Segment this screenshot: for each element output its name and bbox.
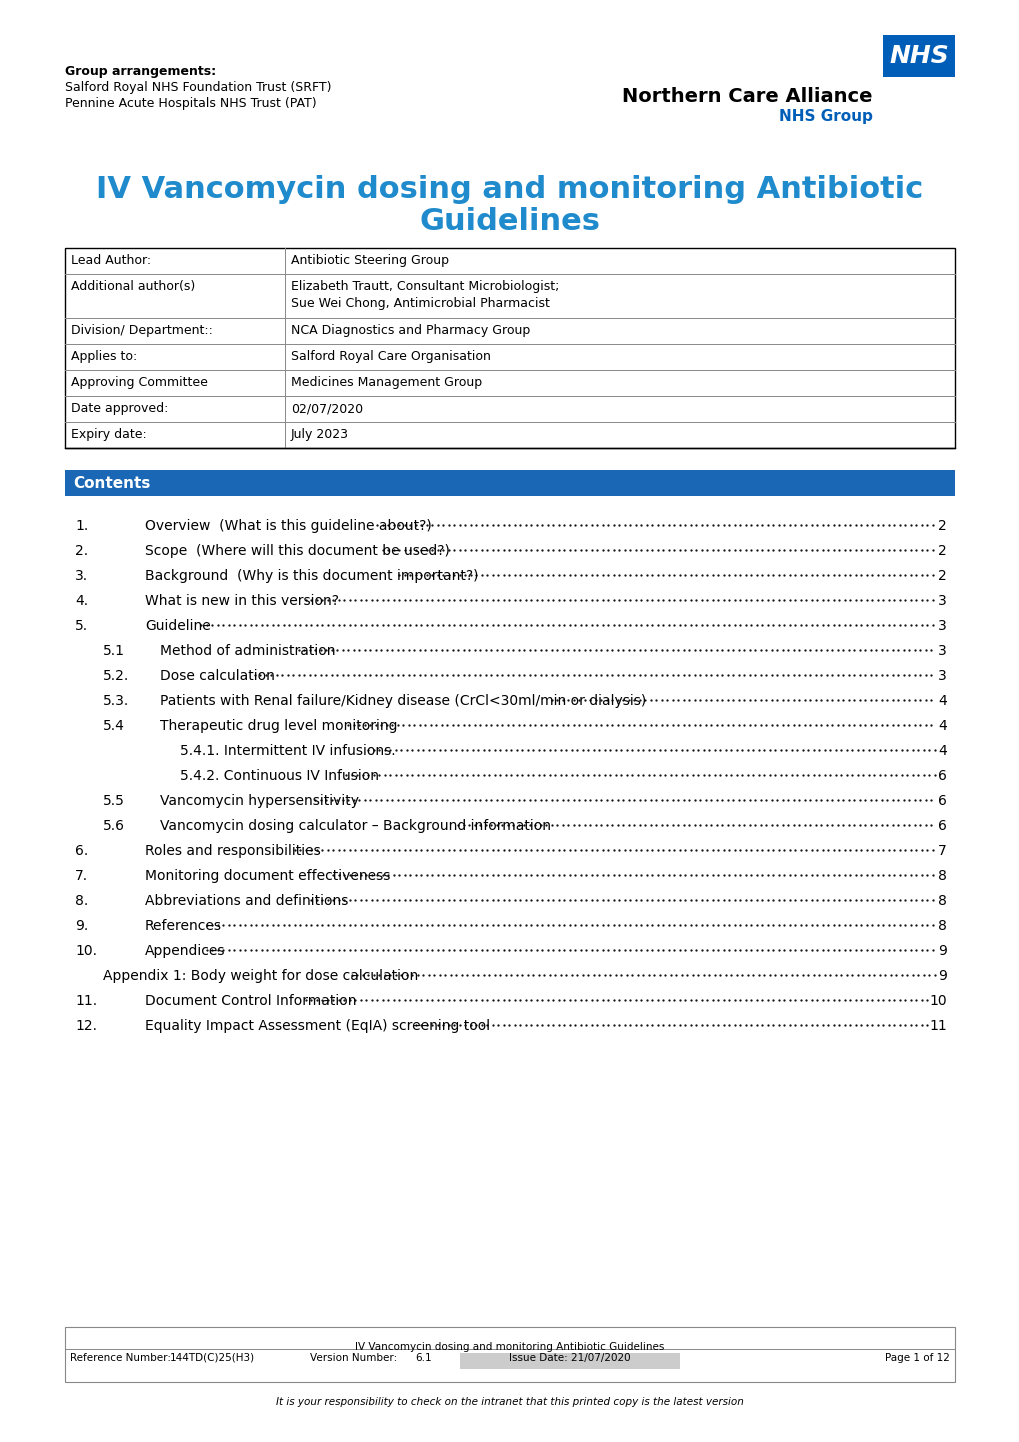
Text: Version Number:: Version Number: — [310, 1353, 396, 1363]
Text: IV Vancomycin dosing and monitoring Antibiotic Guidelines: IV Vancomycin dosing and monitoring Anti… — [355, 1343, 664, 1353]
Text: 8.: 8. — [75, 894, 89, 908]
Text: 10.: 10. — [75, 945, 97, 957]
Text: 3: 3 — [937, 619, 946, 633]
Text: Lead Author:: Lead Author: — [71, 254, 151, 267]
Text: Therapeutic drug level monitoring: Therapeutic drug level monitoring — [160, 720, 397, 733]
Text: IV Vancomycin dosing and monitoring Antibiotic: IV Vancomycin dosing and monitoring Anti… — [96, 174, 923, 203]
Text: 144TD(C)25(H3): 144TD(C)25(H3) — [170, 1353, 255, 1363]
Text: 6.1: 6.1 — [415, 1353, 431, 1363]
Text: 5.: 5. — [75, 619, 88, 633]
Text: 7: 7 — [937, 844, 946, 858]
Text: 11.: 11. — [75, 994, 97, 1008]
Text: 1.: 1. — [75, 519, 89, 534]
Text: 10: 10 — [928, 994, 946, 1008]
Text: Group arrangements:: Group arrangements: — [65, 65, 216, 78]
Text: 6.: 6. — [75, 844, 89, 858]
Text: 5.6: 5.6 — [103, 819, 125, 833]
Text: 4: 4 — [937, 744, 946, 758]
Text: Division/ Department::: Division/ Department:: — [71, 324, 213, 337]
Text: Page 1 of 12: Page 1 of 12 — [884, 1353, 949, 1363]
Text: 3: 3 — [937, 594, 946, 609]
Text: 6: 6 — [937, 795, 946, 808]
Text: Vancomycin dosing calculator – Background information: Vancomycin dosing calculator – Backgroun… — [160, 819, 550, 833]
Text: Sue Wei Chong, Antimicrobial Pharmacist: Sue Wei Chong, Antimicrobial Pharmacist — [290, 297, 549, 310]
Text: 2.: 2. — [75, 544, 88, 558]
Text: Appendices: Appendices — [145, 945, 225, 957]
Text: Guidelines: Guidelines — [419, 208, 600, 236]
Text: 6: 6 — [937, 819, 946, 833]
Text: Method of administration: Method of administration — [160, 645, 335, 658]
Text: 3: 3 — [937, 669, 946, 684]
Text: Contents: Contents — [73, 476, 150, 490]
Text: 02/07/2020: 02/07/2020 — [290, 402, 363, 415]
Text: Vancomycin hypersensitivity: Vancomycin hypersensitivity — [160, 795, 359, 808]
Text: Antibiotic Steering Group: Antibiotic Steering Group — [290, 254, 448, 267]
Text: Guideline: Guideline — [145, 619, 211, 633]
Text: 12.: 12. — [75, 1019, 97, 1032]
Text: 8: 8 — [937, 870, 946, 883]
Text: Background  (Why is this document important?): Background (Why is this document importa… — [145, 570, 478, 583]
Text: 2: 2 — [937, 519, 946, 534]
Text: 9: 9 — [937, 945, 946, 957]
Text: Abbreviations and definitions: Abbreviations and definitions — [145, 894, 348, 908]
Text: 5.3.: 5.3. — [103, 694, 129, 708]
Text: Patients with Renal failure/Kidney disease (CrCl<30ml/min or dialysis): Patients with Renal failure/Kidney disea… — [160, 694, 646, 708]
Text: Elizabeth Trautt, Consultant Microbiologist;: Elizabeth Trautt, Consultant Microbiolog… — [290, 280, 558, 293]
Text: Monitoring document effectiveness: Monitoring document effectiveness — [145, 870, 390, 883]
Text: 3.: 3. — [75, 570, 88, 583]
Text: Approving Committee: Approving Committee — [71, 376, 208, 389]
Text: What is new in this version?: What is new in this version? — [145, 594, 338, 609]
Text: 5.5: 5.5 — [103, 795, 124, 808]
Text: Dose calculation: Dose calculation — [160, 669, 274, 684]
Text: Overview  (What is this guideline about?): Overview (What is this guideline about?) — [145, 519, 431, 534]
Text: 9: 9 — [937, 969, 946, 983]
Text: Roles and responsibilities: Roles and responsibilities — [145, 844, 320, 858]
Text: Scope  (Where will this document be used?): Scope (Where will this document be used?… — [145, 544, 449, 558]
Text: 2: 2 — [937, 544, 946, 558]
Text: Additional author(s): Additional author(s) — [71, 280, 195, 293]
Text: Applies to:: Applies to: — [71, 350, 138, 363]
Text: NHS: NHS — [889, 45, 948, 68]
Text: Expiry date:: Expiry date: — [71, 428, 147, 441]
Text: Reference Number:: Reference Number: — [70, 1353, 171, 1363]
Bar — [460, 1353, 680, 1368]
Bar — [882, 35, 954, 76]
Text: 11: 11 — [928, 1019, 946, 1032]
Text: Appendix 1: Body weight for dose calculation: Appendix 1: Body weight for dose calcula… — [103, 969, 418, 983]
Text: 5.4: 5.4 — [103, 720, 124, 733]
Text: Northern Care Alliance: Northern Care Alliance — [622, 87, 872, 107]
Text: Salford Royal NHS Foundation Trust (SRFT): Salford Royal NHS Foundation Trust (SRFT… — [65, 81, 331, 94]
Bar — [65, 248, 954, 448]
Text: References: References — [145, 919, 222, 933]
Text: Medicines Management Group: Medicines Management Group — [290, 376, 482, 389]
Text: NHS Group: NHS Group — [779, 110, 872, 124]
Bar — [65, 1327, 954, 1381]
Text: Issue Date: 21/07/2020: Issue Date: 21/07/2020 — [508, 1353, 630, 1363]
Text: 7.: 7. — [75, 870, 88, 883]
Text: 5.4.2. Continuous IV Infusion: 5.4.2. Continuous IV Infusion — [179, 769, 379, 783]
Text: It is your responsibility to check on the intranet that this printed copy is the: It is your responsibility to check on th… — [276, 1397, 743, 1407]
Text: Salford Royal Care Organisation: Salford Royal Care Organisation — [290, 350, 490, 363]
Text: Date approved:: Date approved: — [71, 402, 168, 415]
Text: 3: 3 — [937, 645, 946, 658]
Text: 4: 4 — [937, 720, 946, 733]
Text: 6: 6 — [937, 769, 946, 783]
Text: 5.2.: 5.2. — [103, 669, 129, 684]
Text: NCA Diagnostics and Pharmacy Group: NCA Diagnostics and Pharmacy Group — [290, 324, 530, 337]
Text: 8: 8 — [937, 894, 946, 908]
Text: 9.: 9. — [75, 919, 89, 933]
Text: 2: 2 — [937, 570, 946, 583]
Text: 8: 8 — [937, 919, 946, 933]
Text: 4.: 4. — [75, 594, 88, 609]
Bar — [65, 470, 954, 496]
Text: 5.4.1. Intermittent IV infusions.: 5.4.1. Intermittent IV infusions. — [179, 744, 395, 758]
Text: 4: 4 — [937, 694, 946, 708]
Text: 5.1: 5.1 — [103, 645, 125, 658]
Text: Pennine Acute Hospitals NHS Trust (PAT): Pennine Acute Hospitals NHS Trust (PAT) — [65, 97, 316, 110]
Text: Equality Impact Assessment (EqIA) screening tool: Equality Impact Assessment (EqIA) screen… — [145, 1019, 490, 1032]
Text: Document Control Information: Document Control Information — [145, 994, 357, 1008]
Text: July 2023: July 2023 — [290, 428, 348, 441]
